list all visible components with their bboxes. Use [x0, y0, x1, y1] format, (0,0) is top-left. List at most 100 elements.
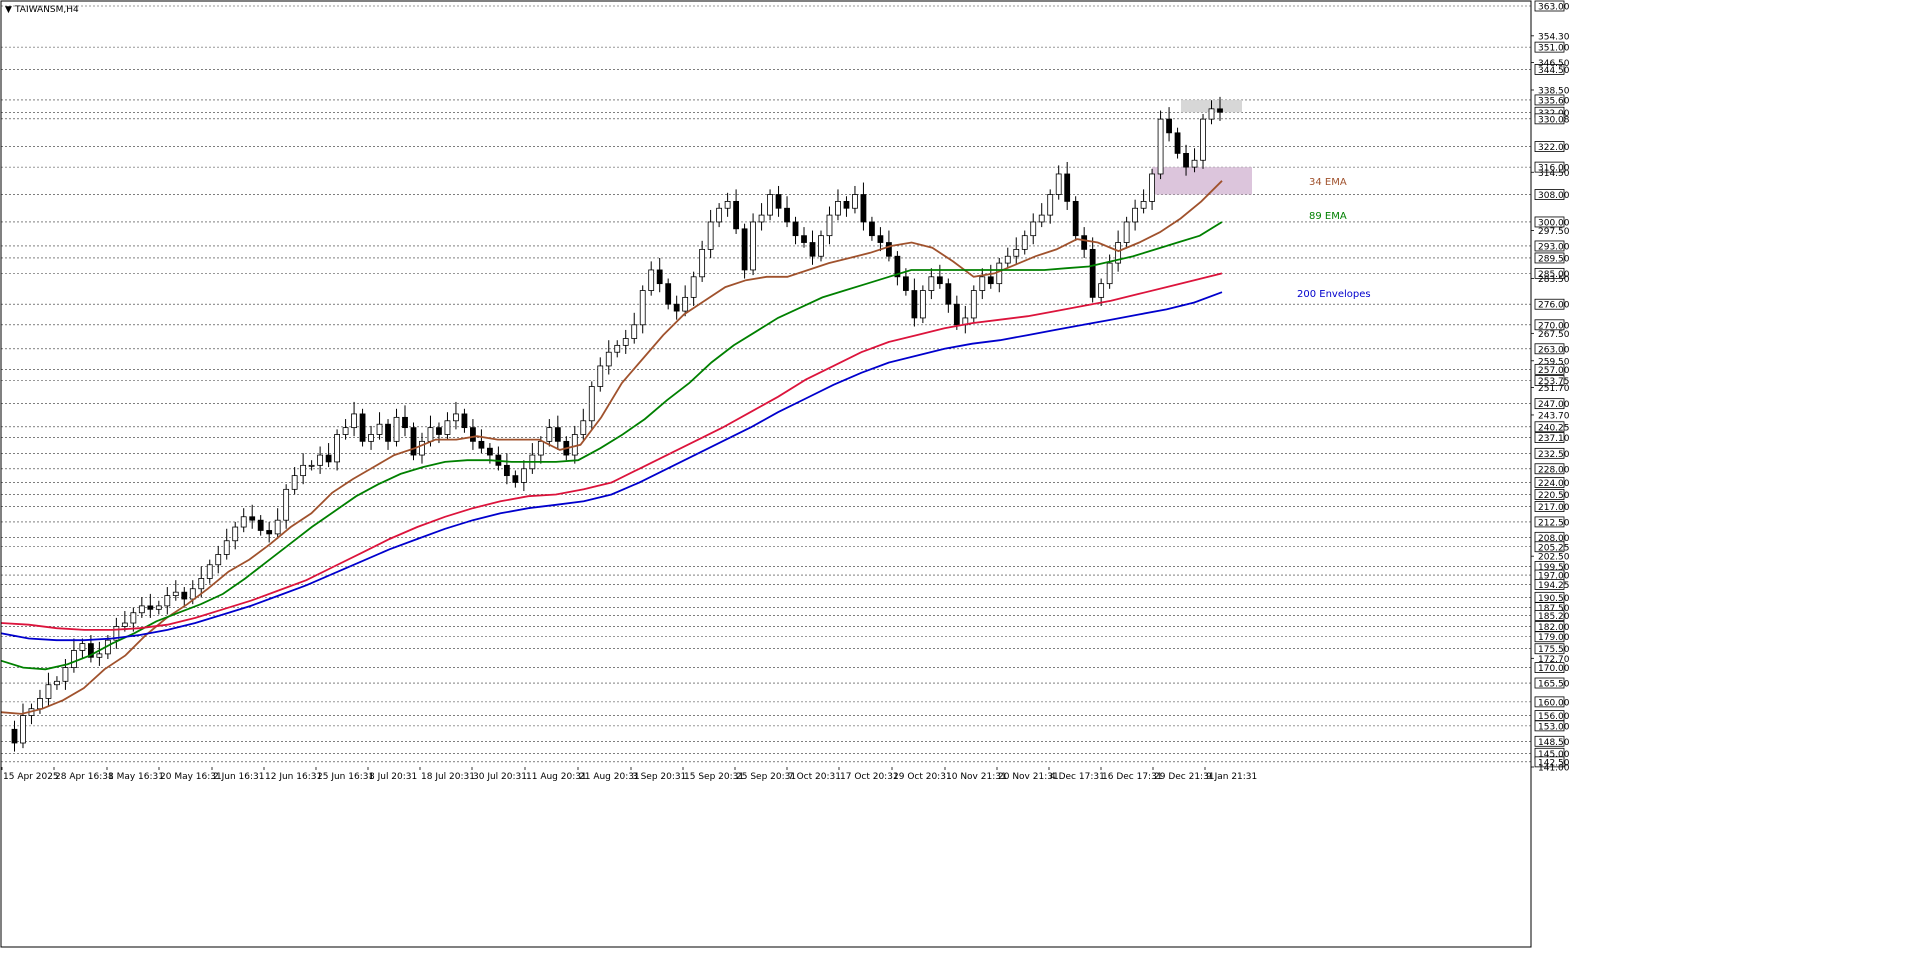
candle-body	[1021, 235, 1028, 250]
level-tag: 217.00	[1534, 501, 1570, 513]
level-tag: 212.50	[1534, 516, 1570, 528]
candle-body	[758, 214, 765, 223]
level-tag: 194.25	[1534, 579, 1570, 591]
candle-body	[427, 427, 434, 442]
level-gridlines	[1, 5, 1531, 763]
candle	[953, 295, 960, 330]
candle-body	[37, 698, 43, 710]
price-label: 351.00	[1538, 44, 1570, 54]
candle	[461, 408, 468, 433]
level-tag: 300.00	[1534, 216, 1570, 228]
candle	[580, 408, 587, 440]
candle-body	[240, 516, 247, 528]
time-label: 16 Dec 17:31	[1102, 772, 1163, 782]
level-tag: 170.00	[1534, 662, 1570, 674]
price-label: 205.25	[1538, 543, 1570, 553]
level-tag: 285.00	[1534, 267, 1570, 280]
candle-body	[656, 269, 663, 285]
level-tag: 276.00	[1534, 298, 1570, 311]
time-label: 2 Jun 16:31	[213, 772, 264, 782]
level-tag-box	[1534, 735, 1565, 747]
level-tag: 175.50	[1534, 643, 1570, 655]
candle-body	[639, 290, 646, 326]
candle-body	[1140, 200, 1147, 209]
price-label: 194.25	[1538, 581, 1570, 591]
level-tag-box	[1534, 0, 1565, 12]
price-label: 293.00	[1538, 242, 1570, 252]
level-tag: 270.00	[1534, 319, 1570, 331]
candle	[1072, 196, 1079, 241]
price-label: 308.00	[1538, 191, 1570, 201]
candle	[257, 515, 264, 536]
level-tag-box	[1534, 463, 1565, 475]
minor-price-label: 172.70	[1538, 655, 1570, 665]
candle-body	[775, 194, 782, 209]
time-label: 8 May 16:31	[108, 772, 164, 782]
price-label: 170.00	[1538, 664, 1570, 674]
candle	[597, 357, 604, 392]
chart-title-glyph[interactable]: ▼	[5, 5, 12, 15]
time-label: 29 Oct 20:31	[893, 772, 952, 782]
level-tag-box	[1534, 298, 1565, 310]
price-label: 220.50	[1538, 491, 1570, 501]
candle-body	[818, 235, 824, 257]
candle	[767, 189, 773, 221]
candle-body	[1081, 235, 1088, 250]
level-tag-box	[1534, 501, 1565, 512]
indicator-label: 89 EMA	[1309, 211, 1347, 222]
price-label: 270.00	[1538, 321, 1570, 331]
candle-body	[597, 365, 604, 387]
candle	[614, 340, 621, 358]
candle-body	[1047, 194, 1054, 216]
level-tag-box	[1534, 756, 1565, 768]
time-label: 10 Nov 21:31	[946, 772, 1007, 782]
candle	[232, 521, 239, 550]
candle-body	[928, 276, 935, 291]
candle-body	[1098, 283, 1105, 298]
candle	[818, 230, 824, 262]
price-label: 240.25	[1538, 423, 1570, 433]
candle	[936, 264, 943, 289]
candle-body	[164, 595, 171, 607]
candle-body	[342, 427, 349, 435]
candle	[20, 703, 26, 749]
candle-body	[877, 235, 884, 243]
level-tag: 289.50	[1534, 252, 1570, 264]
level-tag-box	[1534, 541, 1565, 553]
plot-frame	[0, 0, 1532, 948]
candle	[877, 227, 884, 252]
price-label: 190.50	[1538, 594, 1570, 604]
candle-body	[351, 413, 357, 429]
candle	[987, 264, 994, 289]
candle	[665, 278, 672, 310]
candle-body	[648, 269, 655, 291]
indicator-line	[0, 180, 1223, 715]
candle-body	[62, 667, 69, 682]
candle	[410, 422, 417, 461]
level-tag: 182.00	[1534, 621, 1570, 633]
minor-price-label: 259.50	[1538, 357, 1570, 367]
candle	[1123, 216, 1130, 248]
candle-body	[554, 427, 561, 442]
level-tag-box	[1534, 610, 1565, 621]
candle-body	[45, 684, 52, 699]
candle	[223, 528, 230, 560]
level-tag-box	[1534, 516, 1565, 528]
time-label: 25 Jun 16:31	[317, 772, 374, 782]
candle-body	[215, 554, 222, 566]
price-label: 257.00	[1538, 366, 1570, 376]
candle-body	[11, 728, 18, 744]
candle	[121, 611, 128, 632]
candle	[453, 401, 459, 430]
candle	[1208, 100, 1215, 125]
candle	[385, 419, 391, 450]
level-tag-box	[1534, 447, 1565, 459]
candle-body	[843, 200, 850, 209]
candle-body	[1089, 248, 1096, 298]
level-tag-box	[1534, 477, 1565, 488]
candle-body	[936, 276, 943, 285]
candle	[648, 261, 655, 296]
candle-body	[953, 303, 960, 326]
candle	[733, 189, 739, 234]
price-label: 187.50	[1538, 604, 1570, 614]
